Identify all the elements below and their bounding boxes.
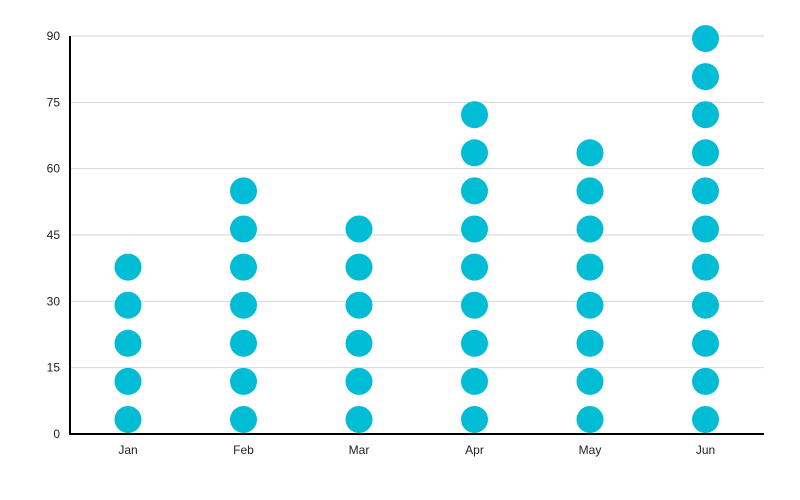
data-dot — [576, 253, 604, 281]
data-dot — [692, 177, 719, 205]
data-dot — [692, 63, 719, 91]
data-dot — [576, 139, 604, 167]
data-dot — [114, 406, 142, 433]
y-tick-label: 0 — [53, 427, 60, 441]
data-dot — [230, 215, 257, 243]
data-dot — [461, 291, 488, 319]
data-dot — [461, 329, 488, 357]
data-dot — [230, 406, 257, 433]
data-dot — [692, 139, 719, 167]
x-tick-label: Jun — [696, 443, 715, 457]
data-dot — [576, 291, 604, 319]
y-tick-label: 15 — [47, 361, 61, 375]
data-dot — [692, 329, 719, 357]
data-dot — [345, 406, 373, 433]
dot-column-apr — [461, 101, 488, 433]
data-dot — [692, 291, 719, 319]
data-dot — [230, 367, 257, 395]
data-dots — [114, 25, 719, 433]
data-dot — [461, 177, 488, 205]
data-dot — [345, 215, 373, 243]
data-dot — [114, 367, 142, 395]
x-axis-ticks: Jan Feb Mar Apr May Jun — [118, 443, 715, 457]
data-dot — [692, 101, 719, 129]
axes — [69, 36, 764, 435]
y-tick-label: 45 — [47, 228, 61, 242]
data-dot — [345, 253, 373, 281]
x-tick-label: Mar — [349, 443, 370, 457]
data-dot — [461, 367, 488, 395]
y-tick-label: 30 — [47, 294, 61, 308]
data-dot — [461, 101, 488, 129]
x-tick-label: Jan — [118, 443, 137, 457]
dot-column-feb — [230, 177, 257, 433]
data-dot — [692, 406, 719, 433]
data-dot — [461, 406, 488, 433]
x-tick-label: Apr — [465, 443, 484, 457]
y-tick-label: 75 — [47, 95, 61, 109]
y-tick-label: 60 — [47, 162, 61, 176]
dot-column-mar — [345, 215, 373, 433]
y-tick-label: 90 — [47, 29, 61, 43]
gridlines — [70, 35, 764, 369]
data-dot — [345, 367, 373, 395]
data-dot — [114, 253, 142, 281]
data-dot — [230, 329, 257, 357]
data-dot — [461, 215, 488, 243]
data-dot — [461, 139, 488, 167]
data-dot — [576, 367, 604, 395]
data-dot — [576, 215, 604, 243]
data-dot — [692, 25, 719, 52]
y-axis-ticks: 0 15 30 45 60 75 90 — [47, 29, 61, 441]
dot-column-may — [576, 139, 604, 433]
data-dot — [114, 291, 142, 319]
dot-column-jun — [692, 25, 719, 433]
data-dot — [230, 177, 257, 205]
data-dot — [345, 329, 373, 357]
x-tick-label: May — [579, 443, 602, 457]
data-dot — [576, 329, 604, 357]
dot-column-jan — [114, 253, 142, 433]
data-dot — [692, 253, 719, 281]
data-dot — [461, 253, 488, 281]
x-tick-label: Feb — [233, 443, 254, 457]
data-dot — [230, 291, 257, 319]
data-dot — [576, 177, 604, 205]
data-dot — [576, 406, 604, 433]
data-dot — [114, 329, 142, 357]
data-dot — [230, 253, 257, 281]
data-dot — [692, 215, 719, 243]
data-dot — [692, 367, 719, 395]
data-dot — [345, 291, 373, 319]
